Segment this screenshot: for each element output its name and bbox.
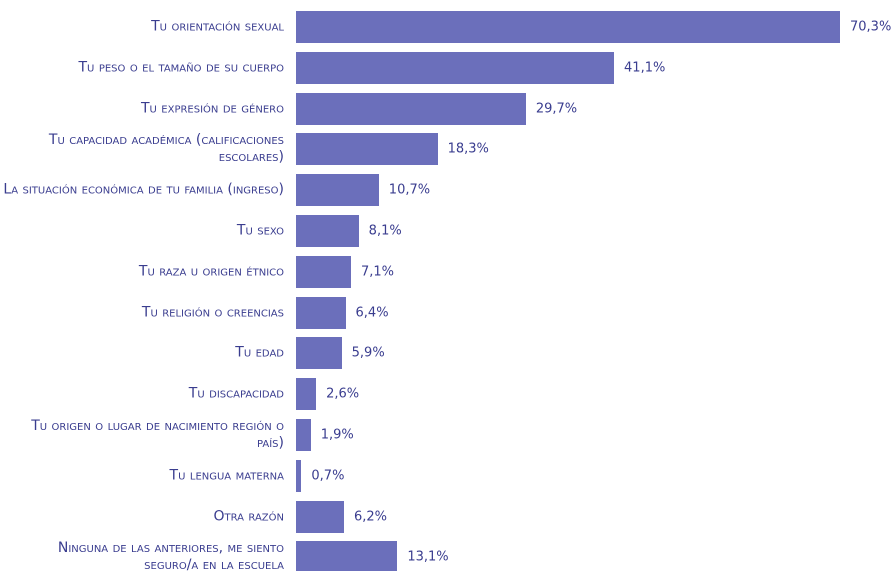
value-label: 41,1% [624, 60, 666, 76]
category-label: Ninguna de las anteriores, me siento seg… [57, 540, 284, 571]
bar [296, 459, 302, 492]
value-label: 1,9% [320, 427, 354, 443]
bar [296, 337, 342, 370]
bar [296, 378, 317, 411]
value-label: 6,4% [355, 305, 389, 321]
bar [296, 51, 615, 84]
category-label: Tu capacidad académica (calificaciones e… [48, 132, 284, 166]
category-label: Tu discapacidad [188, 385, 284, 402]
bar [296, 255, 351, 288]
value-label: 2,6% [326, 386, 360, 402]
value-label: 6,2% [353, 509, 387, 525]
bar [296, 296, 346, 329]
bar [296, 215, 359, 247]
category-label: Tu raza u origen étnico [138, 263, 284, 280]
value-label: 0,7% [311, 468, 345, 484]
bar [296, 92, 526, 125]
category-label: Tu orientación sexual [151, 18, 284, 35]
category-label: Tu peso o el tamaño de su cuerpo [78, 59, 285, 76]
value-label: 29,7% [535, 101, 578, 117]
category-label: Tu lengua materna [169, 467, 284, 484]
value-label: 7,1% [360, 264, 394, 280]
value-label: 13,1% [407, 549, 449, 565]
category-label: Tu sexo [236, 222, 284, 239]
value-label: 10,7% [388, 182, 431, 198]
value-label: 8,1% [368, 223, 402, 239]
category-label: Tu edad [235, 344, 284, 361]
category-label: Tu origen o lugar de nacimiento región o… [31, 418, 284, 451]
bar [296, 174, 379, 207]
value-label: 18,3% [447, 141, 489, 157]
category-label: La situación económica de tu familia (in… [3, 181, 284, 198]
value-label: 70,3% [850, 19, 892, 35]
category-label: Otra razón [213, 508, 284, 525]
bar [296, 541, 398, 571]
category-label: Tu religión o creencias [141, 304, 284, 321]
value-label: 5,9% [351, 345, 385, 361]
bar [296, 500, 344, 533]
category-label: Tu expresión de género [140, 100, 284, 117]
bar [296, 11, 840, 43]
bar [296, 133, 438, 166]
bar [296, 419, 311, 451]
